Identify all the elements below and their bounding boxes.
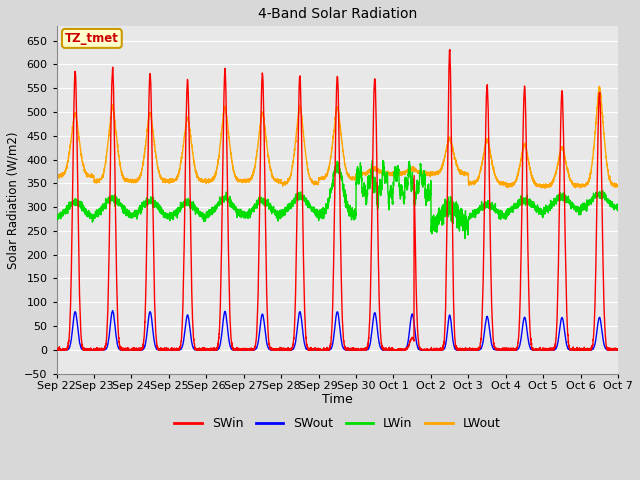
Y-axis label: Solar Radiation (W/m2): Solar Radiation (W/m2) bbox=[7, 131, 20, 269]
Title: 4-Band Solar Radiation: 4-Band Solar Radiation bbox=[258, 7, 417, 21]
Legend: SWin, SWout, LWin, LWout: SWin, SWout, LWin, LWout bbox=[169, 412, 506, 435]
Text: TZ_tmet: TZ_tmet bbox=[65, 32, 119, 45]
X-axis label: Time: Time bbox=[322, 393, 353, 407]
